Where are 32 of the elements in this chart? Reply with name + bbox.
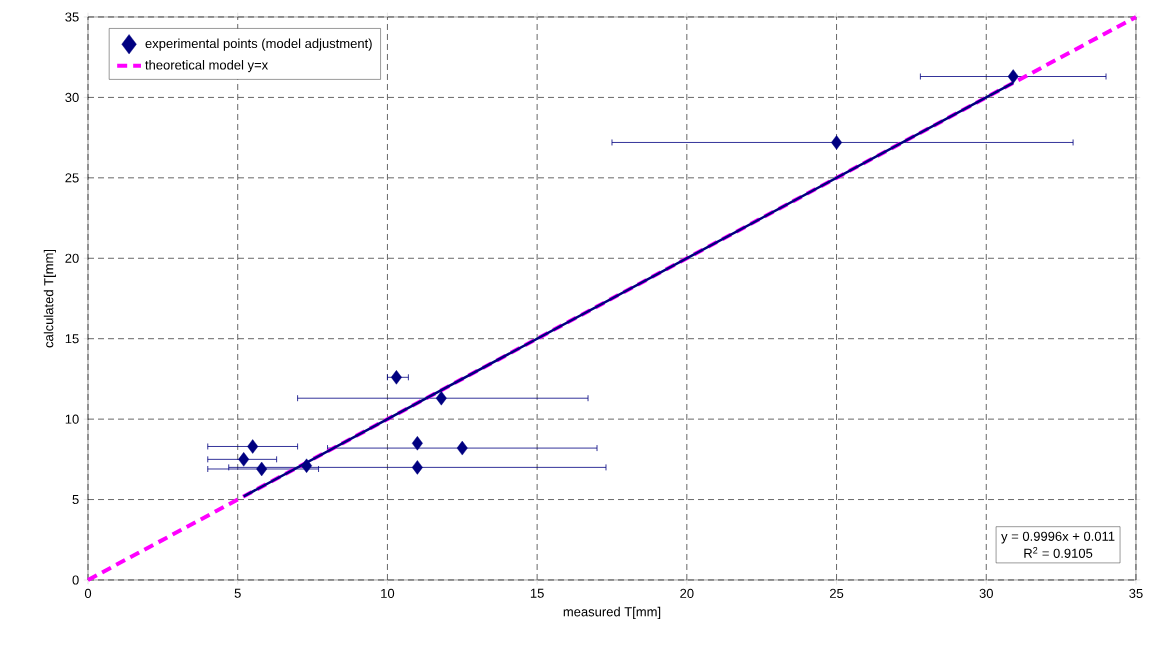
point [301, 458, 313, 473]
x-tick-label: 5 [234, 588, 241, 598]
legend-label: theoretical model y=x [145, 60, 269, 73]
y-tick-label: 10 [65, 414, 79, 424]
x-tick-label: 35 [1129, 588, 1143, 598]
annotation: R$^{2}$ = 0.9105 [1024, 547, 1093, 558]
point [1007, 69, 1019, 84]
x-tick-label: 10 [381, 588, 395, 598]
x-axis-title: measured T[mm] [563, 606, 661, 619]
point [238, 452, 250, 467]
y-axis-title: calculated T[mm] [43, 249, 56, 348]
x-tick-label: 20 [680, 588, 694, 598]
x-tick-label: 15 [530, 588, 544, 598]
legend-label: experimental points (model adjustment) [145, 38, 372, 51]
y-tick-label: 5 [72, 495, 79, 505]
x-tick-label: 25 [829, 588, 844, 598]
point [435, 391, 447, 406]
y-tick-label: 35 [65, 12, 79, 22]
point [411, 436, 423, 451]
point [256, 461, 268, 477]
y-tick-label: 20 [65, 253, 79, 263]
y-tick-label: 25 [65, 173, 79, 183]
point [247, 439, 259, 454]
point [411, 460, 423, 475]
x-tick-label: 30 [979, 588, 993, 598]
y-tick-label: 0 [72, 575, 79, 585]
y-tick-label: 15 [65, 334, 79, 344]
x-tick-label: 0 [84, 588, 92, 598]
y-tick-label: 30 [65, 92, 79, 103]
point [456, 440, 468, 456]
point [831, 135, 842, 150]
annotation: y = 0.9996x + 0.011 [1001, 531, 1115, 544]
